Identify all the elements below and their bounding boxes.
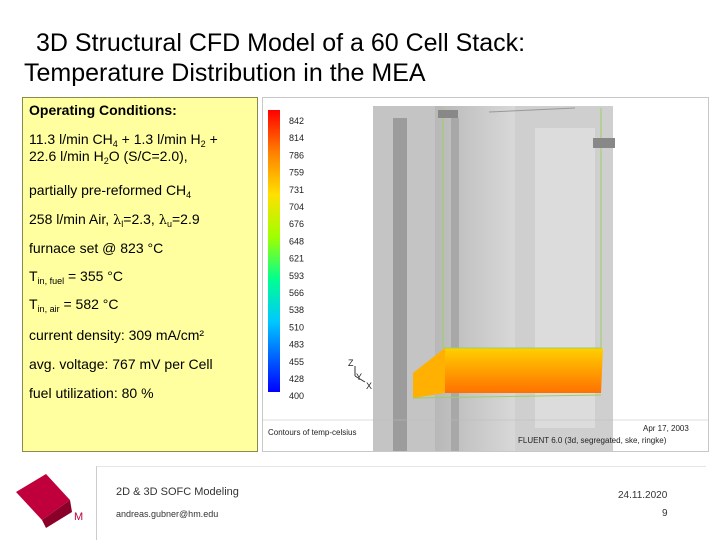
- slide-title-line1: 3D Structural CFD Model of a 60 Cell Sta…: [36, 29, 526, 57]
- footer-email: andreas.gubner@hm.edu: [116, 509, 219, 519]
- cfd-temperature-figure: 842 814 786 759 731 704 676 648 621 593 566 538 510 4…: [262, 97, 709, 452]
- feed-line-1: 11.3 l/min CH4 + 1.3 l/min H2 +: [29, 131, 218, 149]
- fuel-utilization-line: fuel utilization: 80 %: [29, 385, 154, 401]
- axis-y-label: Y: [356, 372, 362, 382]
- slide-title-line2: Temperature Distribution in the MEA: [24, 59, 426, 87]
- colorbar-tick-label: 731: [289, 185, 304, 195]
- feed-line-2: 22.6 l/min H2O (S/C=2.0),: [29, 148, 188, 166]
- mea-hot-region: [443, 348, 603, 393]
- current-density-line: current density: 309 mA/cm²: [29, 327, 205, 343]
- colorbar-tick-label: 814: [289, 133, 304, 143]
- furnace-line: furnace set @ 823 °C: [29, 240, 164, 256]
- footer-page-number: 9: [662, 508, 668, 519]
- colorbar-tick-label: 676: [289, 219, 304, 229]
- colorbar-tick-label: 510: [289, 322, 304, 332]
- colorbar-tick-label: 704: [289, 202, 304, 212]
- colorbar-tick-label: 621: [289, 254, 304, 264]
- axis-x-label: X: [366, 381, 372, 391]
- colorbar-labels: 842 814 786 759 731 704 676 648 621 593 566 538 510 4…: [289, 116, 304, 401]
- conditions-header: Operating Conditions:: [29, 102, 177, 118]
- hm-logo: M: [16, 474, 83, 528]
- footer-date: 24.11.2020: [618, 490, 668, 501]
- colorbar-tick-label: 648: [289, 236, 304, 246]
- colorbar-tick-label: 593: [289, 271, 304, 281]
- t-in-air-line: Tin, air = 582 °C: [29, 296, 119, 314]
- logo-letter: M: [74, 511, 83, 523]
- footer-divider: [96, 466, 97, 540]
- footer-course-title: 2D & 3D SOFC Modeling: [116, 486, 239, 498]
- colorbar-tick-label: 786: [289, 150, 304, 160]
- colorbar-tick-label: 455: [289, 357, 304, 367]
- cfd-figure-svg: 842 814 786 759 731 704 676 648 621 593 566 538 510 4…: [263, 106, 708, 451]
- colorbar-tick-label: 483: [289, 340, 304, 350]
- colorbar-tick-label: 842: [289, 116, 304, 126]
- colorbar: [268, 110, 280, 392]
- voltage-line: avg. voltage: 767 mV per Cell: [29, 356, 213, 372]
- figure-caption-date: Apr 17, 2003: [643, 424, 689, 433]
- figure-caption-solver: FLUENT 6.0 (3d, segregated, ske, ringke): [518, 436, 667, 445]
- colorbar-tick-label: 400: [289, 391, 304, 401]
- colorbar-tick-label: 566: [289, 288, 304, 298]
- footer-rule: [96, 466, 706, 467]
- colorbar-tick-label: 759: [289, 168, 304, 178]
- t-in-fuel-line: Tin, fuel = 355 °C: [29, 268, 124, 286]
- air-line: 258 l/min Air, λl=2.3, λu=2.9: [29, 211, 200, 229]
- colorbar-tick-label: 538: [289, 305, 304, 315]
- stack-model: [373, 106, 615, 451]
- reforming-line: partially pre-reformed CH4: [29, 182, 192, 200]
- slide-title: 3D Structural CFD Model of a 60 Cell Sta…: [24, 28, 704, 88]
- colorbar-tick-label: 428: [289, 374, 304, 384]
- figure-caption-left: Contours of temp-celsius: [268, 428, 356, 437]
- axis-z-label: Z: [348, 358, 354, 368]
- operating-conditions-box: Operating Conditions: 11.3 l/min CH4 + 1…: [22, 97, 258, 452]
- axis-triad: Z Y X: [348, 358, 372, 391]
